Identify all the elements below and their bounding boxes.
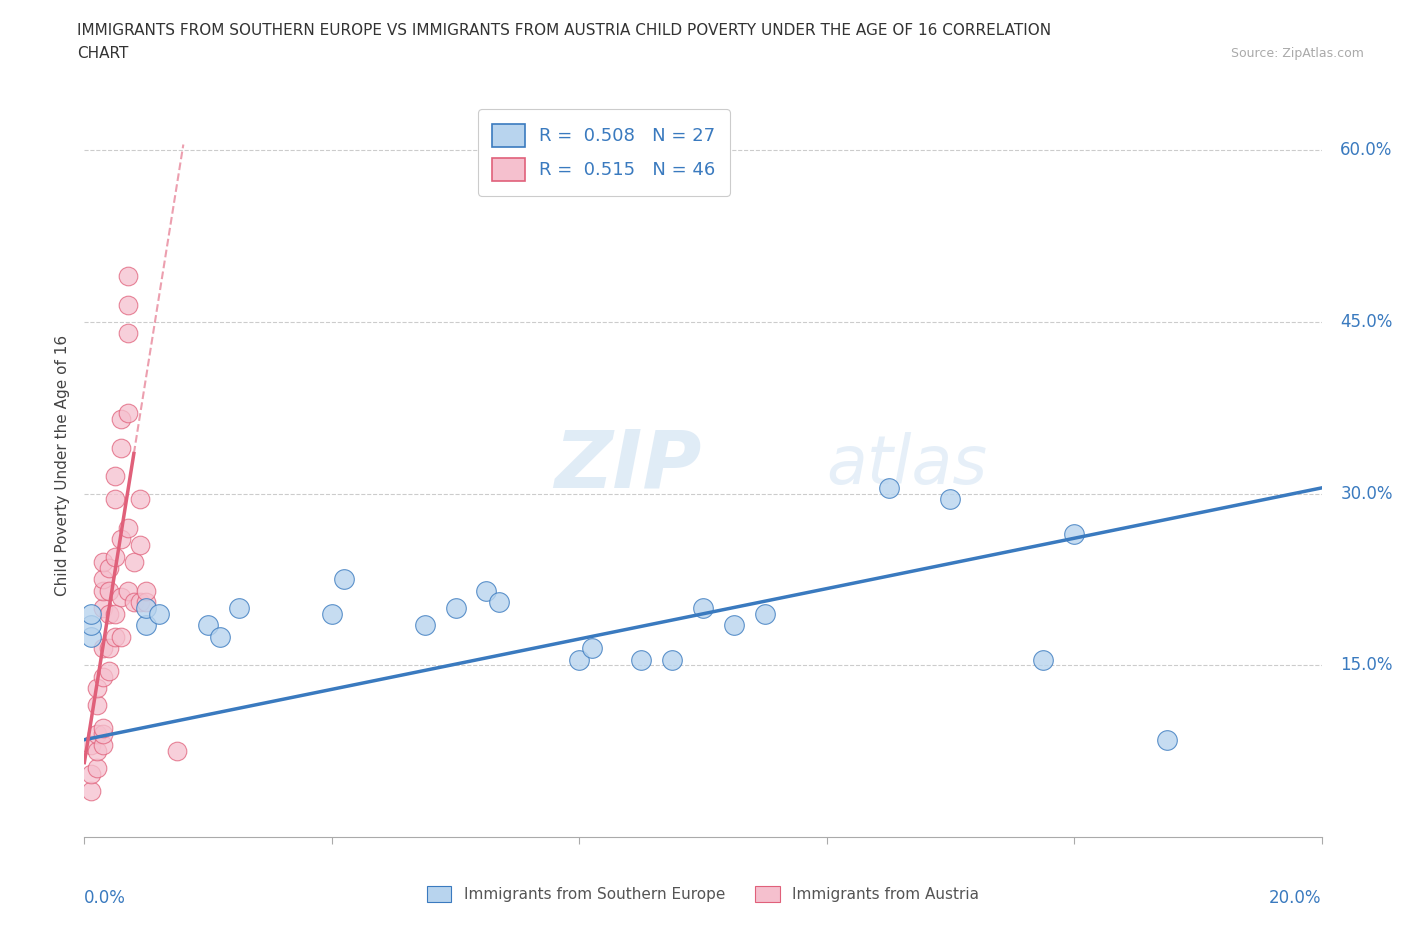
Point bbox=[333, 572, 356, 587]
Point bbox=[91, 583, 114, 598]
Point bbox=[110, 590, 132, 604]
Point bbox=[209, 630, 232, 644]
Point bbox=[122, 595, 145, 610]
Point bbox=[86, 744, 108, 759]
Point bbox=[117, 326, 139, 340]
Point bbox=[135, 583, 157, 598]
Point bbox=[110, 630, 132, 644]
Point bbox=[228, 601, 250, 616]
Text: atlas: atlas bbox=[827, 432, 988, 498]
Point bbox=[79, 606, 101, 621]
Point bbox=[1032, 652, 1054, 667]
Y-axis label: Child Poverty Under the Age of 16: Child Poverty Under the Age of 16 bbox=[55, 335, 70, 595]
Point bbox=[117, 269, 139, 284]
Point bbox=[939, 492, 962, 507]
Point bbox=[91, 726, 114, 741]
Point bbox=[754, 606, 776, 621]
Text: 30.0%: 30.0% bbox=[1340, 485, 1393, 502]
Point bbox=[91, 738, 114, 753]
Point bbox=[723, 618, 745, 632]
Text: Source: ZipAtlas.com: Source: ZipAtlas.com bbox=[1230, 46, 1364, 60]
Legend: Immigrants from Southern Europe, Immigrants from Austria: Immigrants from Southern Europe, Immigra… bbox=[420, 880, 986, 909]
Point bbox=[117, 521, 139, 536]
Point bbox=[86, 726, 108, 741]
Point bbox=[104, 492, 127, 507]
Point bbox=[104, 630, 127, 644]
Point bbox=[98, 606, 121, 621]
Point bbox=[148, 606, 170, 621]
Text: IMMIGRANTS FROM SOUTHERN EUROPE VS IMMIGRANTS FROM AUSTRIA CHILD POVERTY UNDER T: IMMIGRANTS FROM SOUTHERN EUROPE VS IMMIG… bbox=[77, 23, 1052, 38]
Legend: R =  0.508   N = 27, R =  0.515   N = 46: R = 0.508 N = 27, R = 0.515 N = 46 bbox=[478, 110, 730, 195]
Point bbox=[877, 481, 900, 496]
Point bbox=[488, 595, 510, 610]
Text: 45.0%: 45.0% bbox=[1340, 312, 1392, 331]
Point bbox=[117, 583, 139, 598]
Text: ZIP: ZIP bbox=[554, 426, 702, 504]
Point bbox=[581, 641, 603, 656]
Point bbox=[110, 532, 132, 547]
Point bbox=[91, 572, 114, 587]
Point bbox=[110, 441, 132, 456]
Point bbox=[1063, 526, 1085, 541]
Point bbox=[79, 738, 101, 753]
Point bbox=[117, 298, 139, 312]
Point bbox=[1156, 732, 1178, 747]
Point bbox=[692, 601, 714, 616]
Point bbox=[444, 601, 467, 616]
Point bbox=[166, 744, 188, 759]
Point bbox=[135, 595, 157, 610]
Point bbox=[104, 549, 127, 564]
Point bbox=[135, 601, 157, 616]
Point bbox=[197, 618, 219, 632]
Point bbox=[79, 618, 101, 632]
Text: 60.0%: 60.0% bbox=[1340, 141, 1392, 159]
Point bbox=[98, 583, 121, 598]
Point bbox=[129, 595, 152, 610]
Point bbox=[413, 618, 436, 632]
Point bbox=[122, 555, 145, 570]
Point bbox=[91, 721, 114, 736]
Point bbox=[98, 641, 121, 656]
Text: 0.0%: 0.0% bbox=[84, 888, 127, 907]
Point bbox=[129, 492, 152, 507]
Text: CHART: CHART bbox=[77, 46, 129, 61]
Point bbox=[98, 561, 121, 576]
Point bbox=[86, 681, 108, 696]
Point bbox=[91, 670, 114, 684]
Point bbox=[117, 406, 139, 421]
Point bbox=[79, 766, 101, 781]
Point bbox=[475, 583, 498, 598]
Point bbox=[321, 606, 343, 621]
Point bbox=[129, 538, 152, 552]
Point bbox=[79, 784, 101, 799]
Text: 15.0%: 15.0% bbox=[1340, 657, 1393, 674]
Point bbox=[98, 664, 121, 679]
Point bbox=[91, 641, 114, 656]
Point bbox=[91, 555, 114, 570]
Text: 20.0%: 20.0% bbox=[1270, 888, 1322, 907]
Point bbox=[86, 761, 108, 776]
Point bbox=[104, 469, 127, 484]
Point bbox=[104, 606, 127, 621]
Point bbox=[568, 652, 591, 667]
Point bbox=[630, 652, 652, 667]
Point bbox=[79, 630, 101, 644]
Point bbox=[86, 698, 108, 712]
Point bbox=[661, 652, 683, 667]
Point bbox=[91, 601, 114, 616]
Point bbox=[135, 618, 157, 632]
Point bbox=[110, 412, 132, 427]
